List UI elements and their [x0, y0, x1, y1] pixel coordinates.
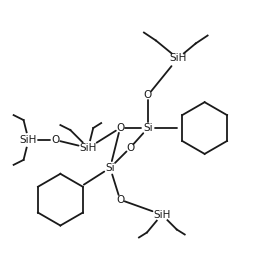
Text: O: O — [51, 135, 60, 145]
Text: SiH: SiH — [153, 210, 171, 220]
Text: O: O — [126, 143, 134, 153]
Text: Si: Si — [143, 123, 153, 133]
Text: SiH: SiH — [80, 143, 97, 153]
Text: Si: Si — [105, 163, 115, 173]
Text: O: O — [144, 90, 152, 100]
Text: SiH: SiH — [20, 135, 37, 145]
Text: SiH: SiH — [169, 53, 186, 63]
Text: O: O — [116, 195, 124, 205]
Text: O: O — [116, 123, 124, 133]
